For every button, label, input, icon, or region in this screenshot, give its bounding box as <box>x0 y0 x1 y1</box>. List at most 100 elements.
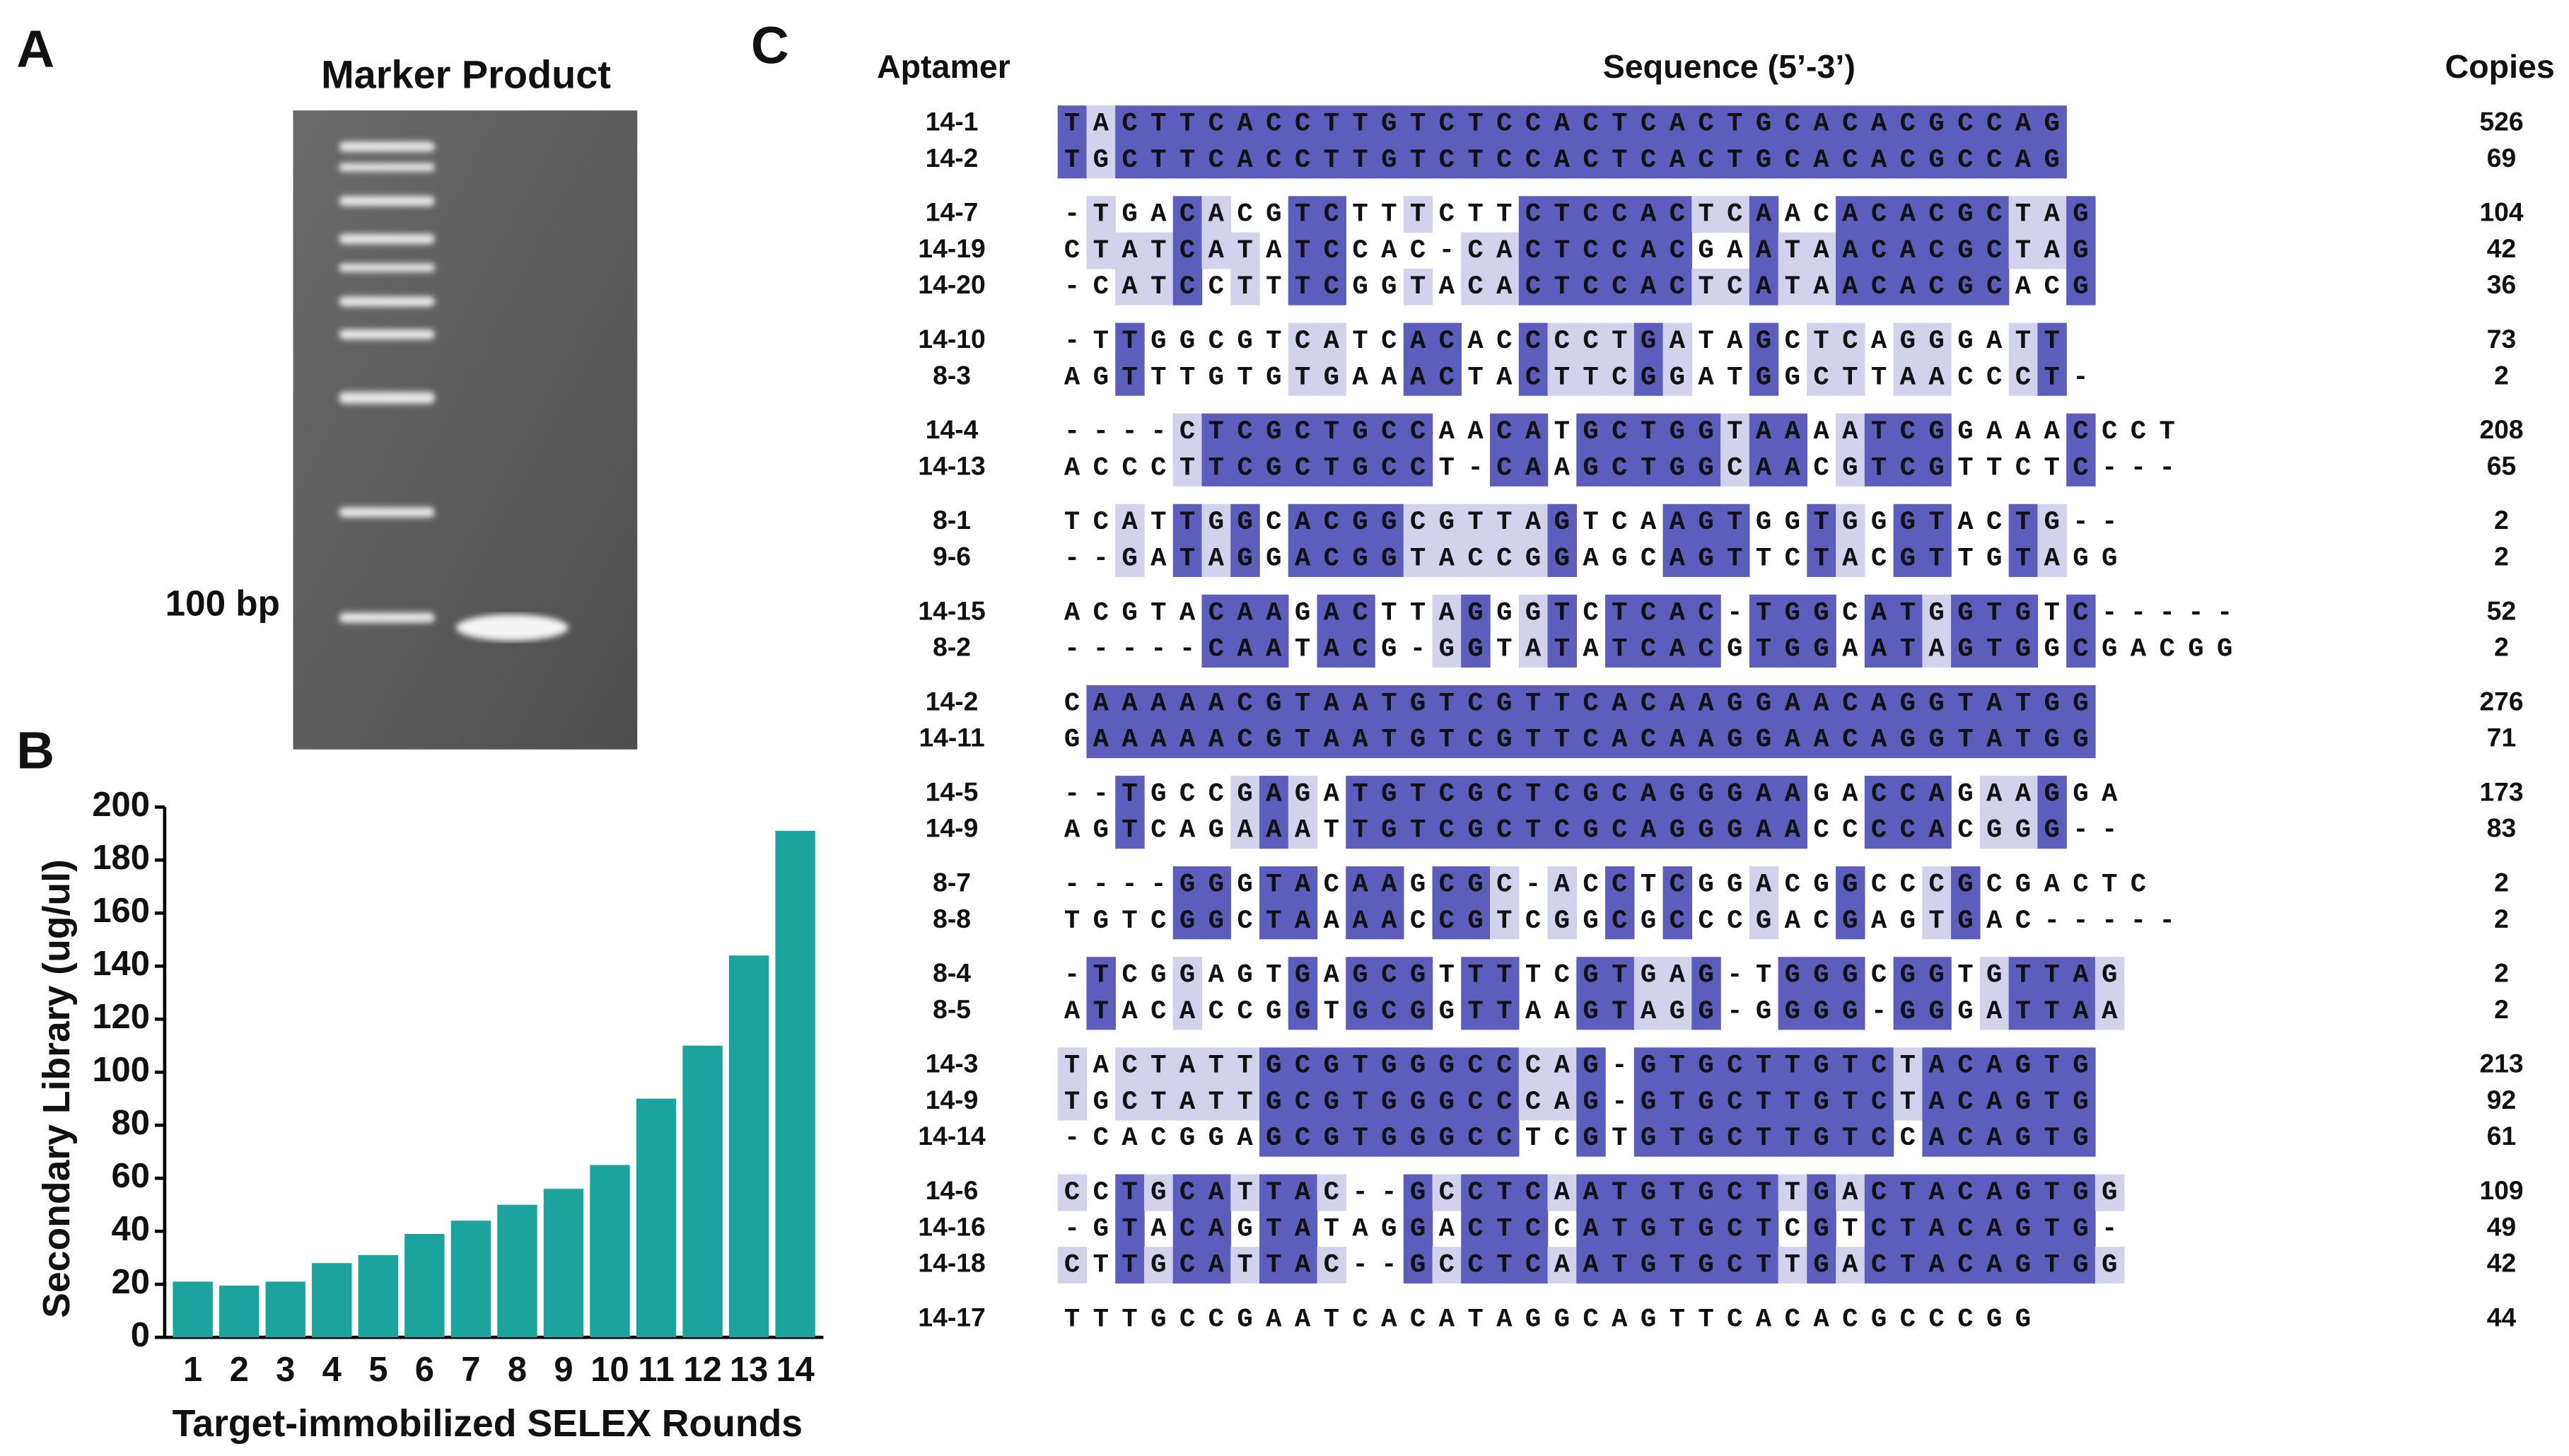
shade-cell <box>1951 594 1981 631</box>
shade-cell <box>1864 1174 1894 1211</box>
shade-cell <box>1807 685 1836 722</box>
shade-cell <box>1951 1247 1981 1284</box>
shade-cell <box>1979 685 2010 722</box>
copies: 61 <box>2487 1121 2516 1151</box>
shade-cell <box>1922 993 1952 1030</box>
x-tick-label: 6 <box>415 1351 434 1389</box>
y-tick-label: 200 <box>92 786 150 824</box>
copies: 2 <box>2494 994 2509 1024</box>
shade-cell <box>1172 1210 1203 1247</box>
copies: 173 <box>2479 776 2523 806</box>
shade-cell <box>1057 1247 1088 1284</box>
shade-cell <box>1922 1174 1952 1211</box>
shade-cell <box>2066 232 2096 269</box>
shade-cell <box>1375 1047 1404 1085</box>
shade-cell <box>1979 1247 2010 1284</box>
shade-cell <box>1605 105 1635 143</box>
x-tick-label: 9 <box>554 1351 573 1389</box>
shade-cell <box>1633 1047 1664 1085</box>
shade-cell <box>1259 1047 1289 1085</box>
shade-cell <box>1432 1047 1462 1085</box>
shade-cell <box>1662 232 1693 269</box>
shade-cell <box>1836 322 1865 360</box>
shade-cell <box>1115 685 1145 722</box>
shade-cell <box>1720 1247 1750 1284</box>
shade-cell <box>1259 1083 1289 1121</box>
shade-cell <box>2037 196 2067 233</box>
y-tick-label: 160 <box>92 892 150 930</box>
shade-cell <box>1490 685 1520 722</box>
shade-cell <box>1230 631 1260 668</box>
shade-cell <box>1375 957 1404 994</box>
shade-cell <box>1288 503 1318 541</box>
shade-cell <box>1749 141 1779 179</box>
shade-cell <box>1979 1119 2010 1157</box>
shade-cell <box>1375 1119 1404 1157</box>
shade-cell <box>1749 776 1779 813</box>
shade-cell <box>1547 268 1577 305</box>
x-tick-label: 14 <box>776 1351 814 1389</box>
shade-cell <box>1576 721 1606 759</box>
shade-cell <box>1893 413 1923 450</box>
shade-cell <box>1490 1247 1520 1284</box>
shade-cell <box>1749 812 1779 849</box>
shade-cell <box>1864 1119 1894 1157</box>
copies: 42 <box>2487 1248 2516 1278</box>
copies: 83 <box>2487 813 2516 843</box>
shade-cell <box>1979 196 2010 233</box>
shade-cell <box>2008 1247 2039 1284</box>
sequence: --GATAGGACGGTACCGGAGCAGTTCTACGTTGTAGG <box>1064 544 2131 573</box>
shade-cell <box>1288 268 1318 305</box>
shade-cell <box>1951 141 1981 179</box>
copies: 208 <box>2479 414 2523 444</box>
shade-cell <box>1230 105 1260 143</box>
shade-cell <box>1230 812 1260 849</box>
shade-cell <box>1633 359 1664 396</box>
shade-cell <box>1691 776 1721 813</box>
shade-cell <box>2008 196 2039 233</box>
sequence: -CATCCTTTCGGTACACTCCACTCATAACACGCACG <box>1064 272 2102 302</box>
shade-cell <box>1346 449 1375 487</box>
shade-cell <box>2037 232 2067 269</box>
aptamer-name: 8-5 <box>933 994 971 1024</box>
shade-cell <box>1893 449 1923 487</box>
bar <box>543 1189 584 1338</box>
aptamer-name: 14-20 <box>918 269 985 299</box>
shade-cell <box>1518 268 1549 305</box>
shade-cell <box>1490 902 1520 940</box>
shade-cell <box>1605 141 1635 179</box>
shade-cell <box>1317 721 1346 759</box>
shade-cell <box>1951 1174 1981 1211</box>
y-tick-label: 60 <box>112 1157 150 1195</box>
shade-cell <box>1259 1119 1289 1157</box>
shade-cell <box>1836 1047 1865 1085</box>
shade-cell <box>1691 449 1721 487</box>
shade-cell <box>1230 1083 1260 1121</box>
shade-cell <box>1259 812 1289 849</box>
shade-cell <box>1288 685 1318 722</box>
shade-cell <box>1518 196 1549 233</box>
shade-cell <box>1836 957 1865 994</box>
shade-cell <box>1836 540 1865 577</box>
shade-cell <box>1432 105 1462 143</box>
shade-cell <box>1403 449 1433 487</box>
aptamer-name: 9-6 <box>933 541 971 571</box>
x-tick-label: 4 <box>322 1351 342 1389</box>
shade-cell <box>1749 359 1779 396</box>
shade-cell <box>1143 268 1174 305</box>
shade-cell <box>1547 359 1577 396</box>
shade-cell <box>1432 631 1462 668</box>
shade-cell <box>1288 1083 1318 1121</box>
shade-cell <box>1720 1083 1750 1121</box>
shade-cell <box>1403 413 1433 450</box>
shade-cell <box>1461 776 1491 813</box>
shade-cell <box>1979 1047 2010 1085</box>
shade-cell <box>1403 812 1433 849</box>
shade-cell <box>2008 812 2039 849</box>
shade-cell <box>1317 503 1346 541</box>
shade-cell <box>1662 1174 1693 1211</box>
shade-cell <box>2066 1119 2096 1157</box>
shade-cell <box>1490 1083 1520 1121</box>
shade-cell <box>1461 503 1491 541</box>
shade-cell <box>1605 902 1635 940</box>
